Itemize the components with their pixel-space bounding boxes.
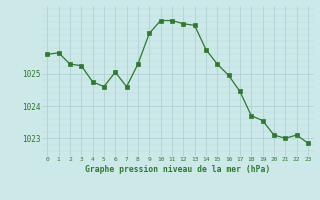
X-axis label: Graphe pression niveau de la mer (hPa): Graphe pression niveau de la mer (hPa): [85, 165, 270, 174]
